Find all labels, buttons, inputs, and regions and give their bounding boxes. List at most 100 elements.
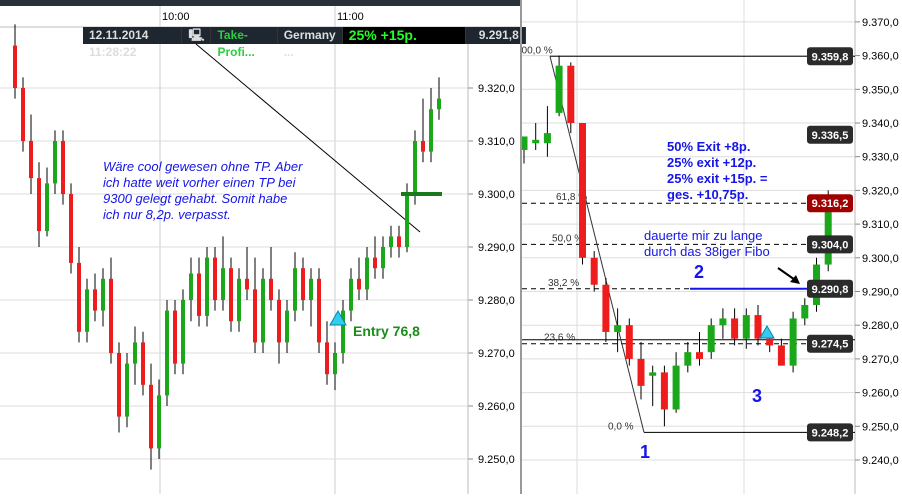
price-badge bbox=[807, 334, 853, 353]
price-badge bbox=[807, 125, 853, 144]
fibo-label: 61,8 % bbox=[556, 192, 587, 203]
candle-body bbox=[221, 268, 225, 300]
candle-body bbox=[237, 278, 241, 322]
candle-body bbox=[437, 98, 441, 110]
candle-body bbox=[777, 345, 785, 366]
fibo-trend-line bbox=[549, 56, 645, 433]
fibo-label: 38,2 % bbox=[548, 278, 579, 289]
candle-body bbox=[213, 257, 217, 300]
candle-body bbox=[277, 300, 281, 343]
fibo-label: 100,0 % bbox=[522, 45, 553, 56]
candle-body bbox=[21, 88, 25, 141]
entry-label: Entry 76,8 bbox=[353, 323, 420, 339]
candle-body bbox=[625, 325, 633, 359]
y-tick-label: 9.290,0 bbox=[862, 287, 899, 299]
candle-body bbox=[293, 268, 297, 311]
candle-body bbox=[189, 273, 193, 300]
candle-body bbox=[649, 372, 657, 376]
marker-3: 3 bbox=[752, 386, 763, 406]
time-axis bbox=[0, 6, 520, 28]
candle-body bbox=[157, 395, 161, 449]
y-tick-label: 9.360,0 bbox=[862, 51, 899, 63]
candle-body bbox=[413, 141, 417, 194]
candle-body bbox=[579, 123, 586, 258]
y-tick-label: 9.260,0 bbox=[862, 388, 899, 400]
y-tick-label: 9.310,0 bbox=[478, 136, 515, 148]
price-badge bbox=[807, 235, 853, 254]
candle-body bbox=[149, 384, 153, 449]
candle-body bbox=[141, 342, 145, 385]
price-badge-text: 9.316,2 bbox=[812, 198, 849, 210]
marker-1: 1 bbox=[640, 442, 651, 462]
candle-body bbox=[181, 300, 185, 364]
right-chart-panel[interactable]: 9.240,0 9.250,0 9.260,0 9.270,0 9.280,0 9.290… bbox=[516, 0, 902, 494]
candle-body bbox=[117, 353, 121, 417]
y-tick-label: 9.320,0 bbox=[862, 185, 899, 197]
y-tick-label: 9.370,0 bbox=[862, 17, 899, 29]
candle-body bbox=[660, 372, 668, 410]
candle-body bbox=[61, 141, 65, 194]
candle-body bbox=[29, 141, 33, 179]
entry-triangle-icon bbox=[759, 325, 775, 339]
candle-body bbox=[37, 178, 41, 232]
candle-body bbox=[707, 325, 715, 353]
candle-body bbox=[93, 289, 97, 311]
candle-body bbox=[173, 310, 177, 364]
candle-body bbox=[317, 278, 321, 343]
price-badge bbox=[807, 423, 853, 442]
candle-body bbox=[543, 133, 551, 144]
candle-body bbox=[421, 141, 425, 152]
candle-body bbox=[672, 365, 680, 410]
monitor-icon: 🖳 bbox=[182, 27, 212, 44]
order-price: 9.291,8 bbox=[466, 27, 526, 44]
candle-body bbox=[341, 310, 345, 353]
fibo-label: 23,6 % bbox=[544, 333, 575, 344]
candle-body bbox=[69, 194, 73, 263]
right-chart[interactable]: 9.240,0 9.250,0 9.260,0 9.270,0 9.280,0 9.290… bbox=[516, 0, 902, 494]
order-result: 25% +15p. bbox=[342, 27, 466, 44]
candle-body bbox=[731, 318, 739, 339]
candle-body bbox=[590, 257, 598, 285]
candle-body bbox=[205, 257, 209, 316]
left-chart-panel[interactable]: 10:00 11:00 9.250,0 9.260,0 9.270,0 9.280,0 9.… bbox=[0, 0, 526, 494]
candle-body bbox=[45, 183, 49, 232]
price-badge-text: 9.290,8 bbox=[812, 284, 849, 296]
order-type: Take-Profi... bbox=[211, 27, 278, 59]
candle-body bbox=[245, 278, 249, 290]
candle-body bbox=[696, 352, 703, 359]
order-datetime: 12.11.2014 11:28:22 bbox=[83, 27, 183, 59]
candle-body bbox=[381, 247, 385, 269]
price-badge bbox=[807, 194, 853, 213]
y-tick-label: 9.280,0 bbox=[478, 295, 515, 307]
arrow-head-icon bbox=[790, 275, 800, 284]
candle-body bbox=[229, 268, 233, 322]
y-tick-label: 9.350,0 bbox=[862, 84, 899, 96]
candle-body bbox=[77, 262, 81, 332]
annotation-text: Wäre cool gewesen ohne TP. Aber ich hatt… bbox=[103, 159, 303, 222]
candle-body bbox=[261, 278, 265, 343]
y-tick-label: 9.340,0 bbox=[862, 118, 899, 130]
y-tick-label: 9.290,0 bbox=[478, 242, 515, 254]
price-badge-text: 9.359,8 bbox=[812, 51, 849, 63]
candle-body bbox=[269, 278, 273, 300]
candle-body bbox=[125, 363, 129, 417]
candle-body bbox=[333, 353, 337, 375]
candle-body bbox=[789, 318, 797, 366]
left-chart[interactable]: 10:00 11:00 9.250,0 9.260,0 9.270,0 9.280,0 9.… bbox=[0, 0, 520, 494]
y-tick-label: 9.310,0 bbox=[862, 219, 899, 231]
toolbar-strip bbox=[0, 0, 520, 6]
candle-body bbox=[13, 45, 17, 88]
y-tick-label: 9.280,0 bbox=[862, 320, 899, 332]
y-tick-label: 9.330,0 bbox=[862, 152, 899, 164]
candle-body bbox=[349, 278, 353, 311]
candle-body bbox=[614, 325, 622, 332]
candle-body bbox=[389, 236, 393, 247]
marker-2: 2 bbox=[694, 262, 705, 282]
fibo-label: 0,0 % bbox=[608, 421, 634, 432]
entry-triangle-icon bbox=[329, 309, 347, 326]
candle-body bbox=[357, 278, 361, 290]
y-tick-label: 9.300,0 bbox=[478, 189, 515, 201]
candle-body bbox=[301, 268, 305, 300]
price-badge bbox=[807, 279, 853, 298]
candle-body bbox=[555, 65, 563, 113]
